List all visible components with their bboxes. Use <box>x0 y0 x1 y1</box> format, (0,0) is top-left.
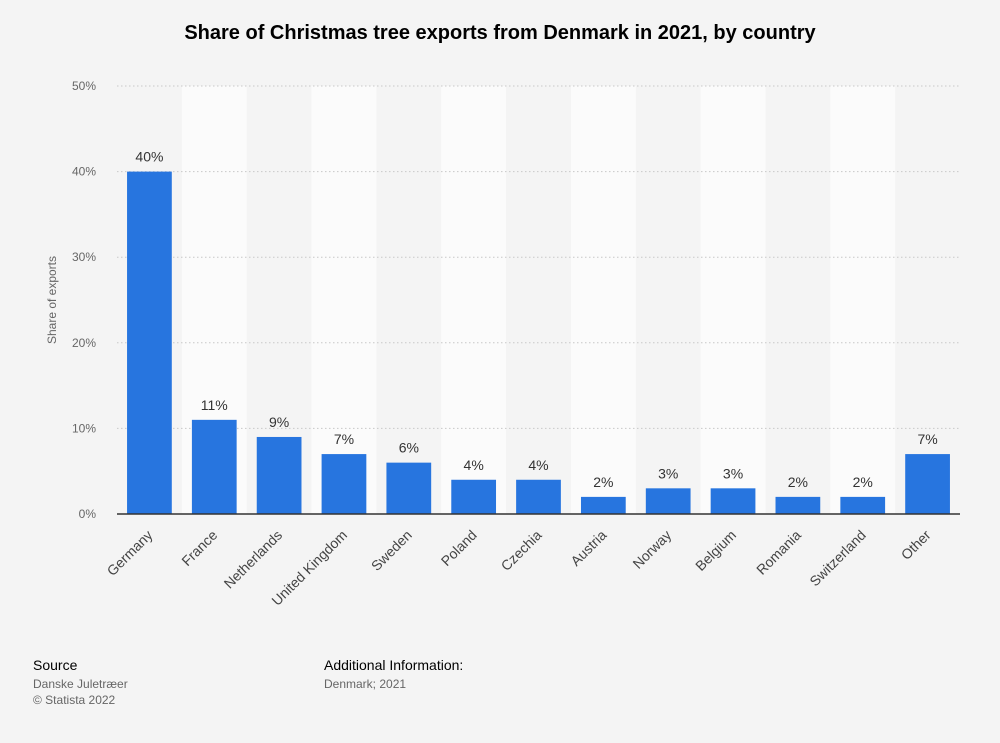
bar-value-label: 3% <box>723 465 743 481</box>
x-tick-label: Czechia <box>498 527 545 574</box>
bar-value-label: 40% <box>135 149 163 165</box>
y-tick-label: 30% <box>72 250 96 264</box>
bar <box>775 496 821 514</box>
y-tick-label: 40% <box>72 165 96 179</box>
source-block: Source Danske Juletræer © Statista 2022 <box>33 657 128 708</box>
additional-info-block: Additional Information: Denmark; 2021 <box>324 657 463 692</box>
source-label: Source <box>33 657 78 673</box>
bar <box>451 479 497 514</box>
bar-value-label: 7% <box>917 431 937 447</box>
copyright-line[interactable]: © Statista 2022 <box>33 693 116 707</box>
additional-info-line: Denmark; 2021 <box>324 677 407 691</box>
x-tick-label: Belgium <box>692 527 739 574</box>
bar <box>321 454 367 514</box>
bar-value-label: 3% <box>658 465 678 481</box>
column-band <box>830 86 896 514</box>
x-tick-label: Sweden <box>368 527 415 574</box>
bar <box>905 454 950 514</box>
bar <box>127 171 172 514</box>
bar-value-label: 9% <box>269 414 289 430</box>
x-tick-label: Romania <box>753 527 804 578</box>
bar <box>191 419 237 514</box>
bar-value-label: 2% <box>853 474 873 490</box>
bar <box>710 488 756 514</box>
column-band <box>570 86 636 514</box>
y-tick-label: 10% <box>72 421 96 435</box>
bar <box>840 496 886 514</box>
x-tick-label: Netherlands <box>221 527 286 592</box>
y-tick-label: 20% <box>72 336 96 350</box>
y-axis-label: Share of exports <box>45 256 59 344</box>
x-tick-label: Other <box>898 527 934 563</box>
x-tick-label: Switzerland <box>806 527 868 589</box>
bar-value-label: 4% <box>464 457 484 473</box>
chart-title: Share of Christmas tree exports from Den… <box>184 22 816 44</box>
x-tick-label: Austria <box>567 527 609 569</box>
bar-value-label: 6% <box>399 440 419 456</box>
bar-chart: 0% 10% 20% 30% 40% 50% Share of exports 40% Germ… <box>45 79 960 609</box>
bar <box>386 462 432 514</box>
y-tick-label: 50% <box>72 79 96 93</box>
bar <box>516 479 561 514</box>
additional-info-label: Additional Information: <box>324 657 464 673</box>
bar-value-label: 11% <box>201 397 228 413</box>
x-tick-label: Germany <box>104 527 156 579</box>
bar <box>256 436 302 514</box>
bar-value-label: 7% <box>334 431 354 447</box>
bar <box>645 488 691 514</box>
x-tick-label: France <box>178 527 220 569</box>
source-line[interactable]: Danske Juletræer <box>33 677 128 691</box>
bar-value-label: 4% <box>528 457 548 473</box>
x-tick-label: Norway <box>629 527 674 572</box>
column-band <box>700 86 766 514</box>
bar-value-label: 2% <box>788 474 808 490</box>
y-tick-label: 0% <box>79 507 97 521</box>
column-band <box>441 86 507 514</box>
bar <box>580 496 626 514</box>
column-band <box>311 86 377 514</box>
x-tick-label: Poland <box>438 527 480 569</box>
bar-value-label: 2% <box>593 474 613 490</box>
